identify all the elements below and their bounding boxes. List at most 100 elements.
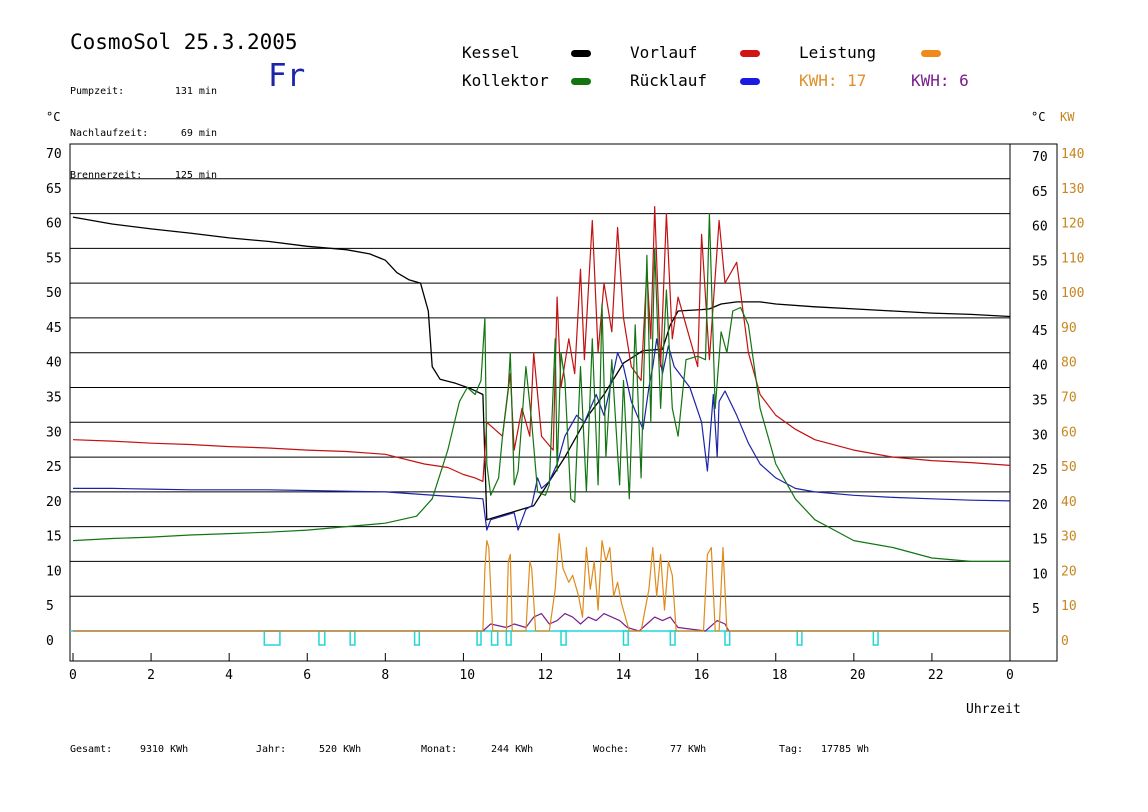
x-tick-label: 2	[147, 668, 155, 683]
legend-kessel-swatch	[571, 50, 591, 57]
legend-vorlauf-label: Vorlauf	[630, 43, 698, 62]
info-pumpzeit-label: Pumpzeit:	[70, 86, 125, 97]
legend-kwh-leistung2: KWH: 6	[911, 71, 969, 90]
y-tick-label: 50	[46, 286, 62, 301]
x-tick-label: 0	[1006, 668, 1014, 683]
pump-pulse	[349, 630, 356, 646]
y2-tick-label: 0	[1061, 634, 1069, 649]
legend-leistung-swatch	[921, 50, 941, 57]
y-right-tick-label: 45	[1032, 324, 1048, 339]
footer-tag-label: Tag:	[779, 744, 804, 755]
legend-leistung-label: Leistung	[799, 43, 877, 62]
footer-gesamt-value: 9310 KWh	[140, 744, 189, 755]
y-tick-label: 30	[46, 425, 62, 440]
y-tick-label: 40	[46, 356, 62, 371]
footer-woche-value: 77 KWh	[670, 744, 707, 755]
y2-tick-label: 50	[1061, 460, 1077, 475]
y-right-tick-label: 20	[1032, 498, 1048, 513]
y-tick-label: 60	[46, 217, 62, 232]
y-tick-label: 35	[46, 391, 62, 406]
pump-pulse	[872, 630, 879, 646]
y2-tick-label: 110	[1061, 251, 1084, 266]
plot-frame	[69, 143, 1058, 662]
y-right-tick-label: 70	[1032, 150, 1048, 165]
footer-woche-label: Woche:	[593, 744, 630, 755]
series-line-kollektor	[72, 213, 1010, 563]
footer-gesamt-label: Gesamt:	[70, 744, 113, 755]
legend-kessel-label: Kessel	[462, 43, 520, 62]
info-values: 131 min 69 min 125 min	[165, 57, 217, 197]
y-right-tick-label: 25	[1032, 463, 1048, 478]
legend-kollektor-label: Kollektor	[462, 71, 549, 90]
page-title: CosmoSol 25.3.2005	[70, 30, 298, 54]
pump-pulse	[669, 630, 676, 646]
weekday-label: Fr	[268, 58, 306, 94]
pump-pulse	[505, 630, 512, 646]
series-line-leistung2	[73, 612, 1010, 632]
y2-tick-label: 20	[1061, 564, 1077, 579]
y-right-tick-label: 60	[1032, 220, 1048, 235]
info-labels: Pumpzeit: Nachlaufzeit: Brennerzeit:	[70, 57, 148, 197]
y-tick-label: 70	[46, 147, 62, 162]
series-line-kessel	[72, 216, 1011, 521]
y-tick-label: 10	[46, 564, 62, 579]
footer-monat-value: 244 KWh	[491, 744, 534, 755]
x-tick-label: 0	[69, 668, 77, 683]
y-tick-label: 15	[46, 530, 62, 545]
y2-tick-label: 60	[1061, 425, 1077, 440]
info-nachlaufzeit-value: 69 min	[180, 128, 217, 139]
legend-vorlauf-swatch	[740, 50, 760, 57]
x-tick-label: 16	[694, 668, 710, 683]
y-tick-label: 5	[46, 599, 54, 614]
y2-tick-label: 90	[1061, 321, 1077, 336]
x-axis-label: Uhrzeit	[966, 702, 1021, 717]
pump-pulse	[263, 630, 281, 646]
x-tick-label: 12	[538, 668, 554, 683]
footer-jahr-label: Jahr:	[256, 744, 287, 755]
series-lines	[72, 206, 1011, 632]
y-tick-label: 65	[46, 182, 62, 197]
y-right-tick-label: 30	[1032, 428, 1048, 443]
y-right-tick-label: 65	[1032, 185, 1048, 200]
y-right-tick-label: 10	[1032, 567, 1048, 582]
pump-pulse	[796, 630, 803, 646]
info-pumpzeit-value: 131 min	[174, 86, 217, 97]
series-line-vorlauf	[72, 206, 1011, 482]
info-nachlaufzeit-label: Nachlaufzeit:	[70, 128, 149, 139]
series-line-leistung	[73, 532, 1010, 632]
legend-kollektor-swatch	[571, 78, 591, 85]
right-axis-unit-kw: KW	[1060, 110, 1075, 124]
y2-tick-label: 70	[1061, 391, 1077, 406]
y2-tick-label: 100	[1061, 286, 1084, 301]
y2-tick-label: 130	[1061, 182, 1084, 197]
x-tick-label: 22	[928, 668, 944, 683]
y2-tick-label: 80	[1061, 356, 1077, 371]
pump-pulse	[413, 630, 421, 646]
left-axis-unit: °C	[46, 110, 61, 124]
y-tick-label: 20	[46, 495, 62, 510]
right-axis-unit-c: °C	[1031, 110, 1046, 124]
pump-pulse	[490, 630, 499, 646]
info-brennerzeit-label: Brennerzeit:	[70, 170, 143, 181]
x-tick-label: 4	[225, 668, 233, 683]
y-right-tick-label: 15	[1032, 533, 1048, 548]
legend-ruecklauf-label: Rücklauf	[630, 71, 708, 90]
pump-pulse	[476, 630, 482, 646]
legend-ruecklauf-swatch	[740, 78, 760, 85]
footer-monat-label: Monat:	[421, 744, 458, 755]
y-right-tick-label: 5	[1032, 602, 1040, 617]
footer-jahr-value: 520 KWh	[319, 744, 362, 755]
x-tick-label: 14	[616, 668, 632, 683]
y2-tick-label: 10	[1061, 599, 1077, 614]
y-right-tick-label: 35	[1032, 394, 1048, 409]
y2-tick-label: 30	[1061, 530, 1077, 545]
pump-pulse	[724, 630, 731, 646]
y-tick-label: 45	[46, 321, 62, 336]
y-tick-label: 25	[46, 460, 62, 475]
x-tick-label: 8	[381, 668, 389, 683]
x-tick-label: 10	[459, 668, 475, 683]
info-brennerzeit-value: 125 min	[174, 170, 217, 181]
pump-pulse	[560, 630, 567, 646]
